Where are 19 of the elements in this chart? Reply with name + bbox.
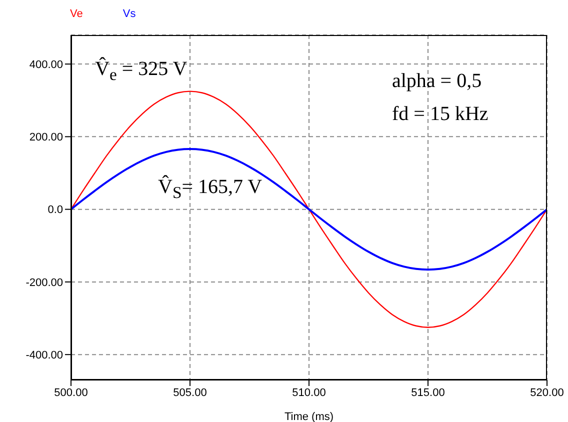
x-tick-label: 505.00 bbox=[173, 386, 207, 399]
line-series bbox=[71, 90, 547, 328]
x-tick-label: 510.00 bbox=[292, 386, 326, 399]
x-tick-label: 515.00 bbox=[411, 386, 445, 399]
y-tick-label: -200.00 bbox=[26, 276, 63, 289]
y-tick-label: 200.00 bbox=[29, 132, 63, 144]
y-tick-label: 400.00 bbox=[29, 58, 63, 71]
text: Ve bbox=[70, 8, 83, 20]
line-series bbox=[71, 148, 547, 271]
annotation: V̂$_{S}$= 165,7 V bbox=[158, 176, 262, 203]
x-axis-title: Time (ms) bbox=[284, 411, 334, 422]
text: Vs bbox=[122, 8, 136, 20]
annotation: alpha = 0,5 bbox=[392, 70, 482, 93]
annotation: V̂$_{e}$ = 325 V bbox=[95, 58, 188, 85]
y-tick-label: 0.0 bbox=[48, 204, 63, 216]
y-tick-label: -400.00 bbox=[26, 349, 63, 362]
x-tick-label: 500.00 bbox=[54, 386, 88, 399]
x-tick-label: 520.00 bbox=[530, 386, 564, 399]
annotation: fd = 15 kHz bbox=[392, 103, 488, 126]
